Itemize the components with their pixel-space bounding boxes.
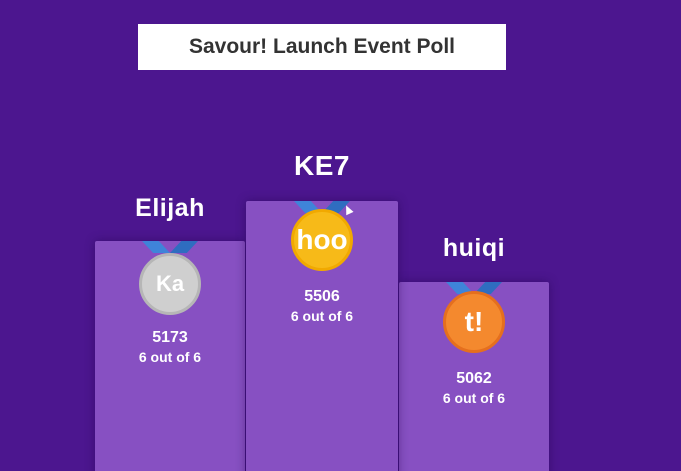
poll-title-banner: Savour! Launch Event Poll (138, 24, 506, 70)
silver-medal-icon: Ka (139, 253, 201, 315)
second-place-score: 5173 (152, 329, 188, 346)
third-place-correct-count: 6 out of 6 (442, 390, 506, 406)
gold-medal-icon: hoo (291, 209, 353, 271)
second-place-podium: Ka 5173 6 out of 6 (95, 241, 245, 471)
silver-medal-text: Ka (155, 271, 185, 296)
first-place-score: 5506 (304, 288, 340, 305)
medal-ribbon-icon (142, 241, 198, 253)
first-place-podium: hoo 5506 6 out of 6 (246, 201, 398, 471)
bronze-medal-text: t! (464, 306, 484, 337)
first-place-correct-count: 6 out of 6 (290, 308, 354, 324)
third-place-name: huiqi (442, 234, 506, 262)
bronze-medal-icon: t! (443, 291, 505, 353)
third-place-podium: t! 5062 6 out of 6 (399, 282, 549, 471)
third-place-score: 5062 (456, 370, 492, 387)
second-place-correct-count: 6 out of 6 (138, 349, 202, 365)
gold-medal-text: hoo (296, 224, 348, 255)
second-place-name: Elijah (135, 194, 205, 222)
first-place-name: KE7 (294, 150, 350, 181)
poll-title: Savour! Launch Event Poll (188, 35, 456, 58)
